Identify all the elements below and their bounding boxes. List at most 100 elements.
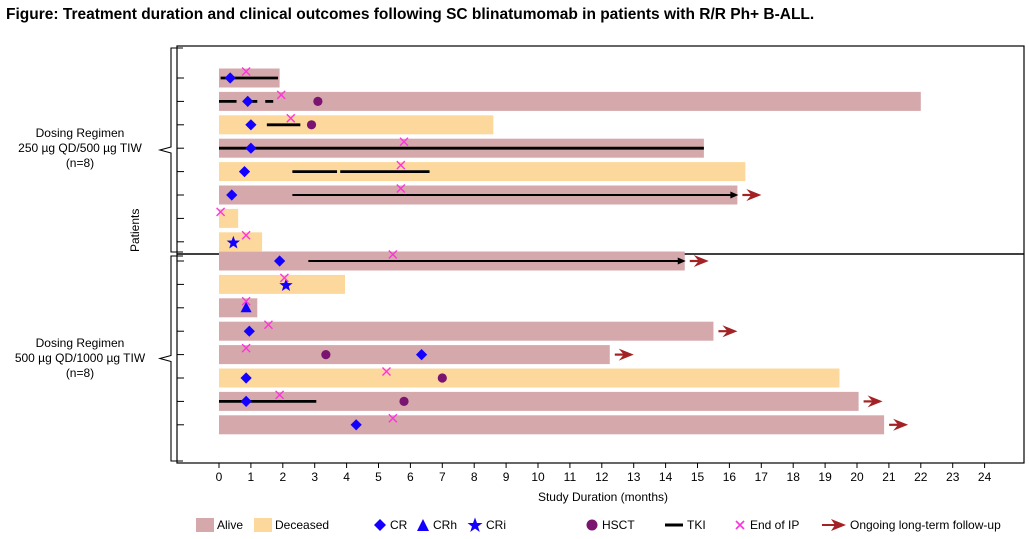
bar-deceased bbox=[219, 232, 263, 252]
cri-marker bbox=[279, 278, 293, 292]
hsct-marker bbox=[306, 120, 317, 130]
legend: Alive Deceased CR CRh CRi HSCT TKI End o… bbox=[0, 515, 1029, 537]
x-tick-label: 22 bbox=[914, 470, 928, 484]
end-ip-marker bbox=[399, 137, 409, 147]
group-brace-1 bbox=[157, 47, 183, 253]
legend-item-hsct: HSCT bbox=[585, 515, 635, 535]
end-ip-marker bbox=[388, 413, 398, 423]
group-label-line: 250 µg QD/500 µg TIW bbox=[18, 141, 142, 155]
ongoing-arrow-icon bbox=[722, 325, 738, 338]
end-ip-marker bbox=[396, 160, 406, 170]
y-axis-label: Patients bbox=[128, 208, 142, 252]
tki-arrowhead bbox=[677, 257, 686, 265]
cr-marker bbox=[243, 325, 255, 337]
ongoing-arrow-icon bbox=[867, 395, 883, 408]
x-tick-label: 8 bbox=[471, 470, 478, 484]
x-tick-label: 19 bbox=[818, 470, 832, 484]
end-ip-marker bbox=[381, 367, 391, 376]
star-icon bbox=[467, 517, 483, 532]
legend-label: HSCT bbox=[602, 518, 635, 532]
cr-marker bbox=[415, 349, 428, 361]
legend-label: CRh bbox=[433, 518, 458, 532]
bar-alive bbox=[219, 345, 610, 365]
x-tick-label: 5 bbox=[375, 470, 382, 484]
bars-layer bbox=[219, 68, 921, 435]
x-tick-label: 23 bbox=[946, 470, 960, 484]
x-tick-label: 12 bbox=[595, 470, 609, 484]
x-tick-label: 1 bbox=[248, 470, 255, 484]
x-tick-label: 21 bbox=[882, 470, 896, 484]
legend-label: Alive bbox=[217, 518, 244, 532]
bar-deceased bbox=[219, 368, 840, 388]
bar-alive bbox=[219, 391, 859, 411]
ongoing-arrow-icon bbox=[693, 255, 709, 267]
group-label-line: Dosing Regimen bbox=[35, 126, 125, 140]
group-label-regimen-2: Dosing Regimen 500 µg QD/1000 µg TIW (n=… bbox=[0, 336, 165, 381]
x-tick-label: 7 bbox=[439, 470, 446, 484]
group-label-line: 500 µg QD/1000 µg TIW bbox=[14, 351, 146, 365]
x-tick-label: 24 bbox=[978, 470, 992, 484]
legend-label: TKI bbox=[687, 518, 706, 532]
cr-marker bbox=[242, 95, 254, 107]
group-label-line: (n=8) bbox=[65, 156, 95, 170]
legend-item-alive: Alive bbox=[196, 515, 243, 535]
bar-deceased bbox=[219, 208, 239, 228]
x-tick-label: 9 bbox=[503, 470, 510, 484]
ongoing-arrow-icon bbox=[893, 418, 909, 431]
cr-marker bbox=[245, 119, 257, 131]
group-label-regimen-1: Dosing Regimen 250 µg QD/500 µg TIW (n=8… bbox=[0, 126, 165, 171]
x-tick-label: 2 bbox=[279, 470, 286, 484]
bar-alive bbox=[219, 415, 885, 435]
legend-label: CR bbox=[390, 518, 408, 532]
legend-item-deceased: Deceased bbox=[254, 515, 329, 535]
bar-deceased bbox=[219, 162, 746, 182]
x-tick-label: 16 bbox=[723, 470, 737, 484]
line-icon bbox=[665, 523, 683, 527]
ongoing-arrow-icon bbox=[746, 189, 762, 201]
marker-layer bbox=[216, 67, 909, 431]
x-tick-label: 15 bbox=[691, 470, 705, 484]
x-tick-label: 10 bbox=[531, 470, 545, 484]
bar-alive bbox=[219, 321, 714, 341]
x-tick-label: 0 bbox=[216, 470, 223, 484]
cr-marker bbox=[224, 72, 236, 84]
legend-item-end-ip: End of IP bbox=[733, 515, 799, 535]
end-ip-marker bbox=[279, 273, 289, 283]
x-tick-label: 18 bbox=[787, 470, 801, 484]
group-brace-2 bbox=[157, 255, 183, 462]
end-ip-marker bbox=[241, 230, 251, 240]
bar-alive bbox=[219, 91, 921, 111]
hsct-marker bbox=[313, 96, 323, 106]
crh-marker bbox=[240, 301, 252, 313]
legend-item-tki: TKI bbox=[664, 515, 706, 535]
legend-item-cr: CR bbox=[373, 515, 407, 535]
circle-icon bbox=[586, 519, 598, 531]
end-ip-marker bbox=[286, 113, 296, 123]
cr-marker bbox=[240, 395, 252, 407]
end-ip-marker bbox=[276, 90, 286, 100]
cr-marker bbox=[238, 166, 251, 178]
group-label-line: (n=8) bbox=[65, 366, 95, 380]
ongoing-arrow-icon bbox=[618, 348, 634, 361]
cr-marker bbox=[350, 419, 362, 431]
tki-arrowhead bbox=[730, 191, 739, 199]
x-tick-label: 4 bbox=[343, 470, 350, 484]
legend-item-crh: CRh bbox=[416, 515, 457, 535]
end-ip-marker bbox=[241, 296, 251, 306]
bar-deceased bbox=[219, 115, 494, 135]
x-tick-label: 13 bbox=[627, 470, 641, 484]
cr-marker bbox=[274, 255, 286, 267]
hsct-marker bbox=[399, 396, 409, 406]
x-tick-label: 11 bbox=[564, 470, 577, 484]
end-ip-marker bbox=[396, 184, 406, 193]
hsct-marker bbox=[321, 350, 331, 360]
x-tick-label: 17 bbox=[755, 470, 769, 484]
cross-icon bbox=[735, 520, 745, 530]
legend-label: End of IP bbox=[750, 518, 800, 532]
axis-layer: 0 1 2 3 4 5 6 7 8 9 10 11 12 13 14 15 16 17 18 19 20 21 22 23 24 bbox=[157, 47, 992, 484]
figure-title: Figure: Treatment duration and clinical … bbox=[6, 6, 815, 23]
hsct-marker bbox=[437, 373, 447, 383]
cr-marker bbox=[245, 142, 257, 154]
legend-label: Ongoing long-term follow-up bbox=[850, 518, 1001, 532]
